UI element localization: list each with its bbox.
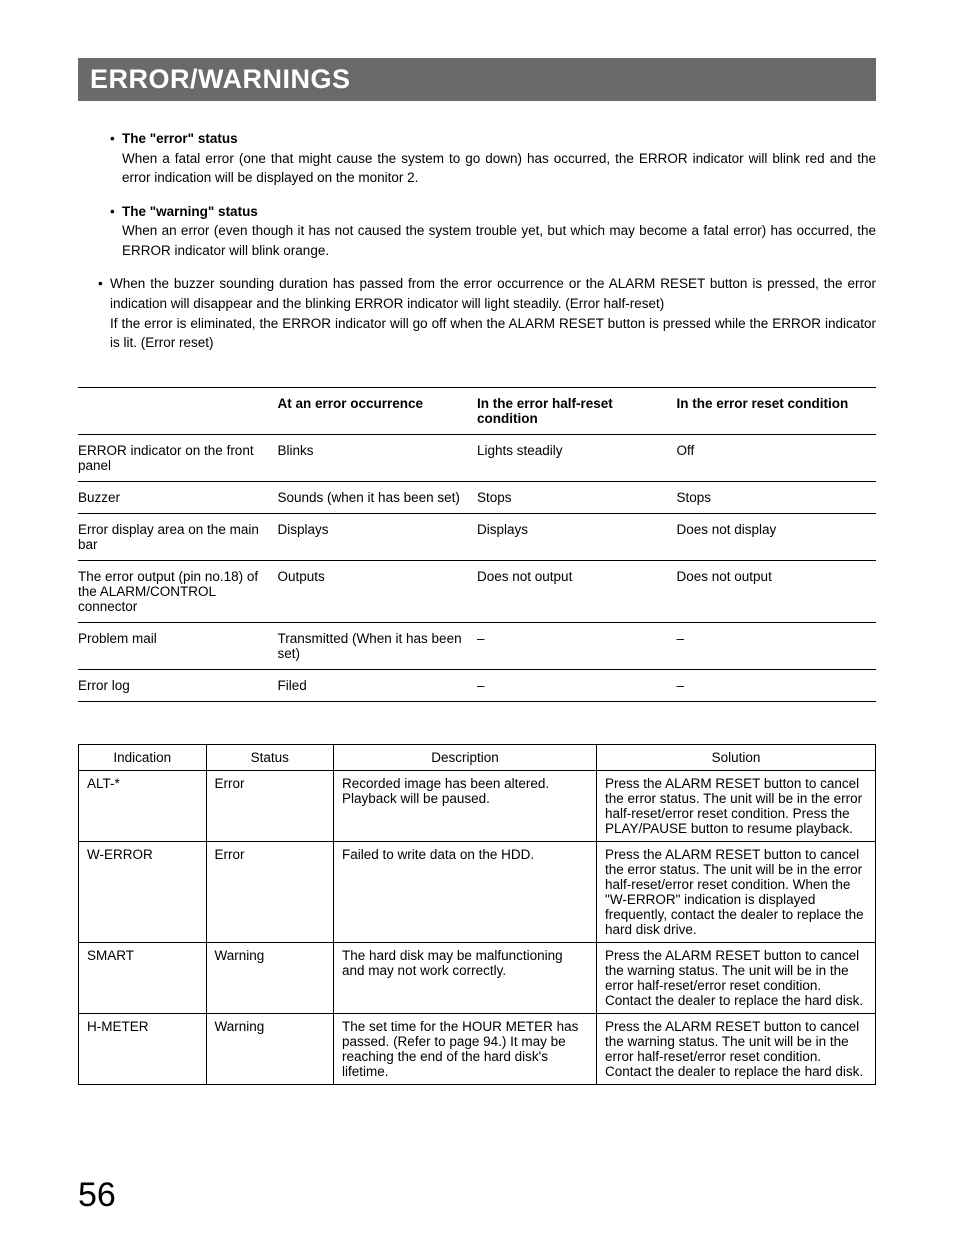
table-cell: The set time for the HOUR METER has pass… [334, 1013, 597, 1084]
table-row: ERROR indicator on the front panelBlinks… [78, 434, 876, 481]
error-states-table: At an error occurrence In the error half… [78, 387, 876, 702]
table-row: Problem mailTransmitted (When it has bee… [78, 622, 876, 669]
bullet-icon: • [98, 274, 110, 352]
table-cell: – [477, 669, 677, 701]
table-cell: Error [206, 841, 334, 942]
table-cell: Sounds (when it has been set) [278, 481, 478, 513]
table-cell: – [677, 669, 877, 701]
bullet-heading: The "warning" status [122, 202, 258, 222]
table-cell: SMART [79, 942, 207, 1013]
paragraph-line: When the buzzer sounding duration has pa… [110, 274, 876, 313]
table-row: H-METERWarningThe set time for the HOUR … [79, 1013, 876, 1084]
table-cell: Does not output [677, 560, 877, 622]
table-row: W-ERRORErrorFailed to write data on the … [79, 841, 876, 942]
table-cell: Failed to write data on the HDD. [334, 841, 597, 942]
table-cell: ERROR indicator on the front panel [78, 434, 278, 481]
table-cell: Press the ALARM RESET button to cancel t… [597, 841, 876, 942]
bullet-error-status: • The "error" status When a fatal error … [110, 129, 876, 188]
table-cell: Press the ALARM RESET button to cancel t… [597, 942, 876, 1013]
table-cell: Displays [477, 513, 677, 560]
table-header-row: At an error occurrence In the error half… [78, 387, 876, 434]
error-codes-table: Indication Status Description Solution A… [78, 744, 876, 1085]
table-cell: Error [206, 770, 334, 841]
bullet-icon: • [110, 129, 122, 149]
table-cell: The hard disk may be malfunctioning and … [334, 942, 597, 1013]
bullet-body-text: When an error (even though it has not ca… [122, 221, 876, 260]
table-cell: ALT-* [79, 770, 207, 841]
table-cell: Buzzer [78, 481, 278, 513]
page-title: ERROR/WARNINGS [78, 58, 876, 101]
table-cell: Filed [278, 669, 478, 701]
paragraph-buzzer: • When the buzzer sounding duration has … [98, 274, 876, 352]
table-header-cell: At an error occurrence [278, 387, 478, 434]
bullet-icon: • [110, 202, 122, 222]
table-cell: – [477, 622, 677, 669]
table-cell: Transmitted (When it has been set) [278, 622, 478, 669]
table-cell: Stops [677, 481, 877, 513]
table-cell: – [677, 622, 877, 669]
table-row: Error display area on the main barDispla… [78, 513, 876, 560]
table-cell: The error output (pin no.18) of the ALAR… [78, 560, 278, 622]
table-cell: Does not output [477, 560, 677, 622]
table-cell: Outputs [278, 560, 478, 622]
table-cell: Stops [477, 481, 677, 513]
table-header-cell: Description [334, 744, 597, 770]
table-cell: Press the ALARM RESET button to cancel t… [597, 770, 876, 841]
table-row: SMARTWarningThe hard disk may be malfunc… [79, 942, 876, 1013]
table-cell: H-METER [79, 1013, 207, 1084]
table-cell: Error display area on the main bar [78, 513, 278, 560]
table-cell: Off [677, 434, 877, 481]
paragraph-line: If the error is eliminated, the ERROR in… [110, 314, 876, 353]
table-header-cell: In the error half-reset condition [477, 387, 677, 434]
page-number: 56 [78, 1176, 116, 1215]
bullet-warning-status: • The "warning" status When an error (ev… [110, 202, 876, 261]
table-cell: Press the ALARM RESET button to cancel t… [597, 1013, 876, 1084]
table-header-cell: Indication [79, 744, 207, 770]
table-header-cell: Status [206, 744, 334, 770]
table-cell: Recorded image has been altered. Playbac… [334, 770, 597, 841]
table-cell: Lights steadily [477, 434, 677, 481]
table-cell: Displays [278, 513, 478, 560]
bullet-heading: The "error" status [122, 129, 238, 149]
table-cell: Problem mail [78, 622, 278, 669]
table-row: Error logFiled–– [78, 669, 876, 701]
bullet-body-text: When a fatal error (one that might cause… [122, 149, 876, 188]
table-header-row: Indication Status Description Solution [79, 744, 876, 770]
table-header-cell: Solution [597, 744, 876, 770]
table-row: ALT-*ErrorRecorded image has been altere… [79, 770, 876, 841]
table-header-cell [78, 387, 278, 434]
table-cell: Warning [206, 1013, 334, 1084]
table-cell: Does not display [677, 513, 877, 560]
table-cell: Error log [78, 669, 278, 701]
table-cell: W-ERROR [79, 841, 207, 942]
table-cell: Blinks [278, 434, 478, 481]
table-cell: Warning [206, 942, 334, 1013]
table-header-cell: In the error reset condition [677, 387, 877, 434]
table-row: The error output (pin no.18) of the ALAR… [78, 560, 876, 622]
table-row: BuzzerSounds (when it has been set)Stops… [78, 481, 876, 513]
